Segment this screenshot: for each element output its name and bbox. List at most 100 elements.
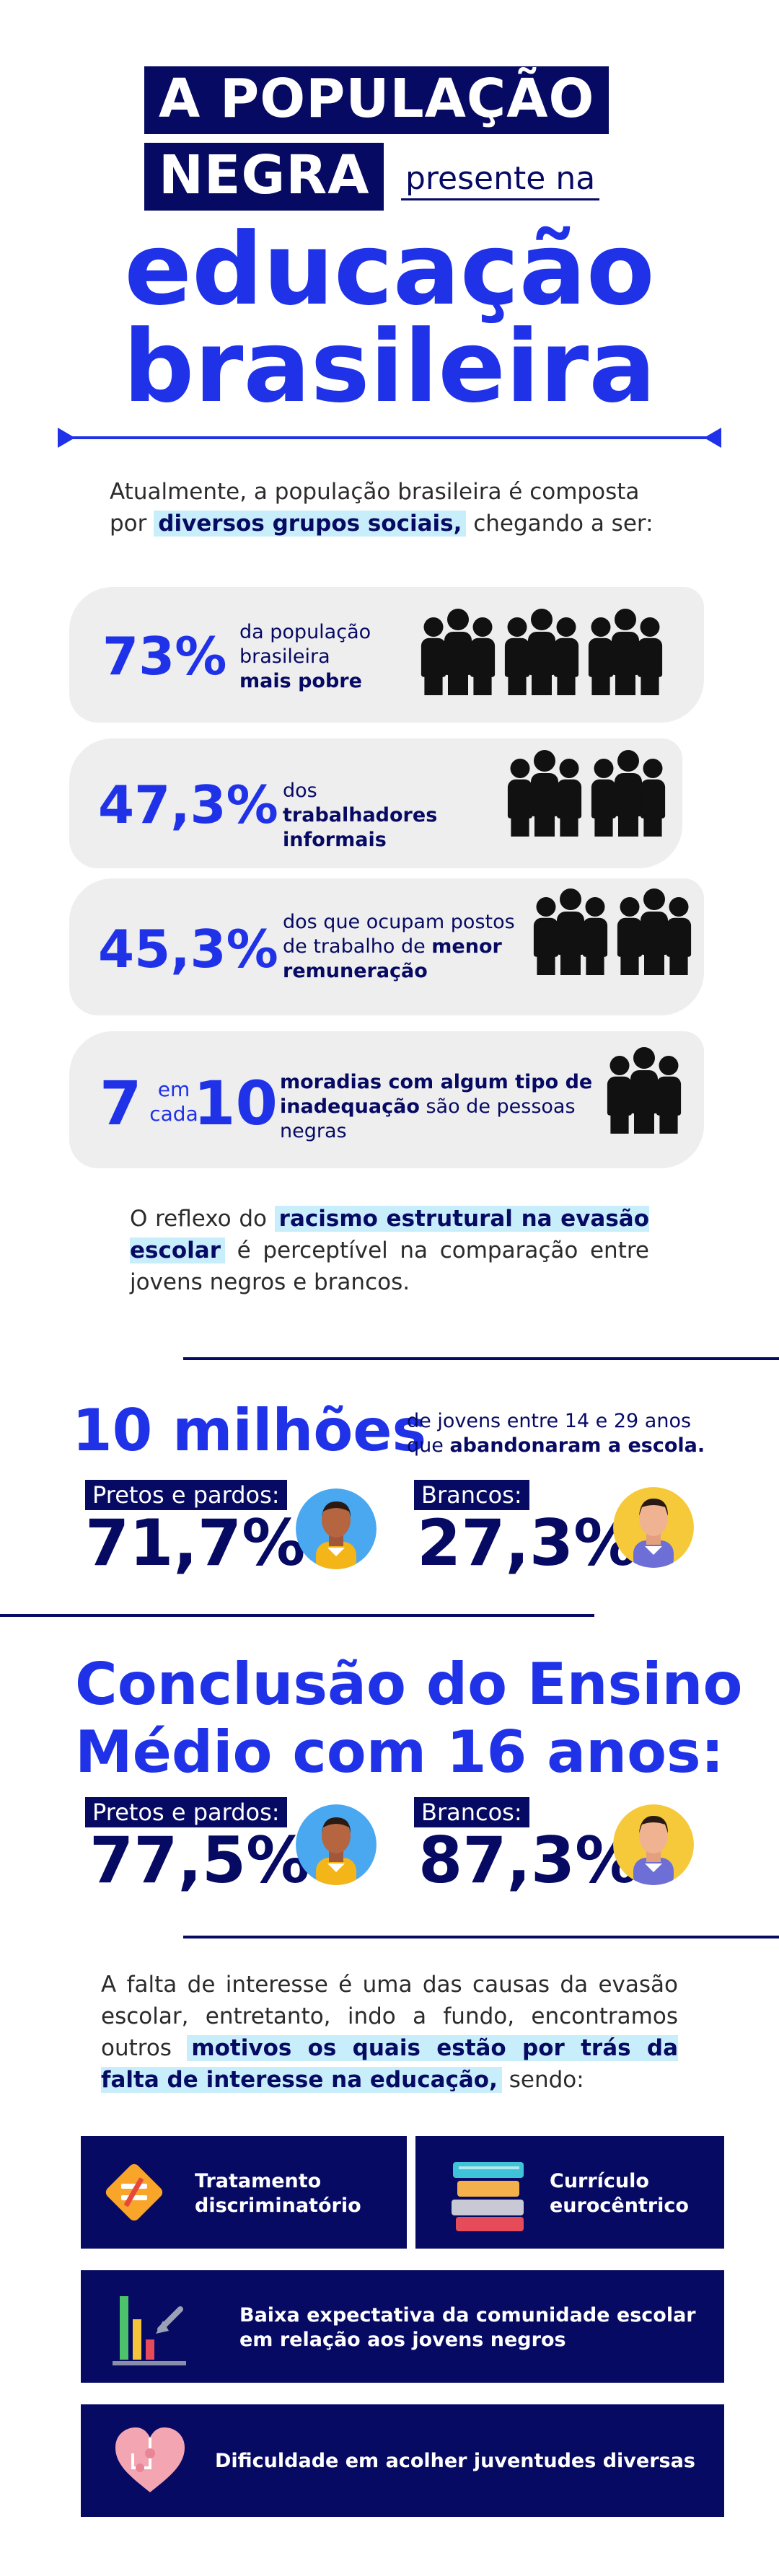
falta-text: A falta de interesse é uma das causas da…: [101, 1972, 678, 2061]
title-line3: educação: [124, 211, 655, 327]
group-a-value: 77,5%: [89, 1823, 310, 1897]
title-line2: NEGRA: [144, 143, 384, 211]
puzzle-heart-icon: [113, 2425, 188, 2502]
person-icon: [528, 609, 555, 695]
evasao-big-number: 10 milhões: [72, 1397, 427, 1464]
stat-card-2: 47,3% dos trabalhadores informais: [69, 738, 682, 868]
falta-paragraph: A falta de interesse é uma das causas da…: [101, 1969, 678, 2096]
title-subtitle: presente na: [401, 160, 600, 200]
title-line1: A POPULAÇÃO: [144, 66, 609, 134]
black-youth-avatar-icon: [296, 1488, 377, 1569]
stat-value: 73%: [102, 626, 227, 687]
person-icon: [591, 759, 617, 837]
reason-card-1: Tratamento discriminatório: [81, 2136, 407, 2249]
white-youth-avatar-icon: [613, 1804, 694, 1885]
people-group-icon: [532, 888, 700, 975]
title-line4: brasileira: [123, 309, 656, 425]
person-icon: [666, 897, 692, 975]
stat-card-4: 7 em cada 10 moradias com algum tipo de …: [69, 1031, 704, 1168]
divider-right-triangle: [704, 428, 721, 448]
reason-label: Baixa expectativa da comunidade escolar …: [239, 2304, 696, 2351]
intro-paragraph: Atualmente, a população brasileira é com…: [110, 476, 658, 539]
person-icon: [640, 759, 666, 837]
divider-line: [65, 436, 714, 439]
person-icon: [531, 750, 558, 837]
white-youth-avatar-icon: [613, 1487, 694, 1568]
stat-text-bold: mais pobre: [239, 670, 362, 692]
not-equal-icon: [104, 2162, 164, 2229]
group-b-value: 27,3%: [417, 1506, 638, 1580]
intro-text-end: chegando a ser:: [466, 511, 653, 537]
person-icon: [607, 1056, 633, 1134]
intro-highlight: diversos grupos sociais,: [154, 511, 467, 537]
section-separator: [183, 1357, 779, 1360]
reason-card-2: Currículo eurocêntrico: [415, 2136, 724, 2249]
reason-card-4: Dificuldade em acolher juventudes divers…: [81, 2404, 724, 2517]
bar-chart-down-icon: [110, 2286, 189, 2375]
evasao-desc-text: de jovens entre 14 e 29 anos que: [407, 1410, 692, 1457]
stat-value: 45,3%: [98, 919, 278, 979]
person-icon: [533, 897, 559, 975]
person-group: [506, 750, 582, 837]
group-b-label: Brancos:: [414, 1480, 529, 1510]
person-icon: [582, 897, 608, 975]
stat-text: são de pessoas negras: [280, 1095, 576, 1142]
person-icon: [612, 609, 639, 695]
person-group: [616, 888, 692, 975]
stat-description: moradias com algum tipo de inadequação s…: [280, 1070, 597, 1144]
person-icon: [507, 759, 533, 837]
stat-text: da população brasileira: [239, 621, 371, 668]
person-icon: [588, 617, 614, 695]
falta-text-end: sendo:: [501, 2067, 584, 2093]
person-group: [420, 609, 496, 695]
group-b-label: Brancos:: [414, 1797, 529, 1827]
person-icon: [553, 617, 579, 695]
stat-value-a: 7: [100, 1068, 142, 1139]
stat-text-bold: menor remuneração: [283, 935, 502, 982]
person-icon: [630, 1047, 658, 1134]
reason-card-3: Baixa expectativa da comunidade escolar …: [81, 2270, 724, 2383]
person-icon: [470, 617, 496, 695]
group-b-value: 87,3%: [418, 1823, 639, 1897]
reflexo-text: O reflexo do: [130, 1206, 275, 1232]
person-icon: [615, 750, 642, 837]
person-icon: [444, 609, 472, 695]
people-group-icon: [506, 750, 674, 837]
stat-text-bold: trabalhadores informais: [283, 804, 438, 851]
person-icon: [656, 1056, 682, 1134]
stat-description: da população brasileira mais pobre: [239, 620, 384, 694]
stat-description: dos que ocupam postos de trabalho de men…: [283, 910, 521, 984]
reason-label: Tratamento discriminatório: [195, 2170, 361, 2217]
group-a-label: Pretos e pardos:: [85, 1480, 287, 1510]
person-group: [606, 1047, 682, 1134]
reason-label: Dificuldade em acolher juventudes divers…: [215, 2450, 695, 2472]
stat-value-b: 10: [193, 1068, 278, 1139]
person-group: [590, 750, 666, 837]
books-icon: [449, 2155, 528, 2241]
group-a-label: Pretos e pardos:: [85, 1797, 287, 1827]
person-icon: [421, 617, 446, 695]
person-icon: [637, 617, 663, 695]
title-divider: [58, 427, 721, 449]
evasao-description: de jovens entre 14 e 29 anos que abandon…: [407, 1409, 724, 1458]
stat-text-bold: moradias com algum tipo de inadequação: [280, 1071, 593, 1118]
people-group-icon: [420, 609, 671, 695]
black-youth-avatar-icon: [296, 1804, 377, 1885]
stat-description: dos trabalhadores informais: [283, 779, 470, 852]
person-group: [532, 888, 608, 975]
stat-text: dos que ocupam postos de trabalho de: [283, 911, 515, 958]
reflexo-paragraph: O reflexo do racismo estrutural na evasã…: [130, 1203, 649, 1298]
person-group: [503, 609, 579, 695]
stat-value: 47,3%: [98, 775, 278, 835]
group-a-value: 71,7%: [85, 1506, 306, 1580]
conclusao-title-line1: Conclusão do Ensino: [75, 1651, 743, 1718]
evasao-desc-bold: abandonaram a escola.: [449, 1434, 705, 1457]
person-icon: [557, 888, 584, 975]
section-separator: [0, 1614, 594, 1617]
person-icon: [504, 617, 530, 695]
person-icon: [556, 759, 582, 837]
stat-value-mid: em cada: [149, 1077, 198, 1126]
intro-text: Atualmente, a população brasileira é com…: [110, 479, 640, 537]
reflexo-text-end: é perceptível na comparação entre jovens…: [130, 1238, 649, 1295]
stat-card-1: 73% da população brasileira mais pobre: [69, 587, 704, 723]
